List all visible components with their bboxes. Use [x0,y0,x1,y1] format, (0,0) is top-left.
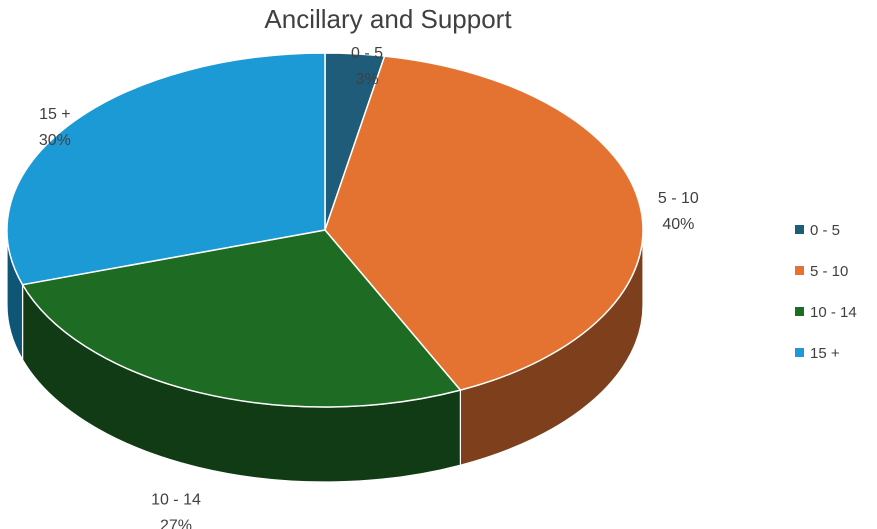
data-label-value: 30% [39,132,71,149]
data-label-category: 15 + [39,106,71,123]
legend-swatch-0-5 [795,225,804,234]
data-label-category: 0 - 5 [351,45,383,62]
legend-swatch-5-10 [795,266,804,275]
pie-slice-10-14 [21,229,462,408]
data-label-value: 3% [355,71,378,88]
data-labels: 0 - 5 3% 5 - 10 40% 10 - 14 27% 15 + 30% [39,45,699,529]
pie-top [6,52,644,408]
chart-title: Ancillary and Support [264,4,512,34]
data-label-value: 27% [160,518,192,529]
data-label-category: 5 - 10 [658,190,699,207]
legend: 0 - 5 5 - 10 10 - 14 15 + [795,222,857,362]
legend-label-5-10: 5 - 10 [810,263,848,280]
legend-label-10-14: 10 - 14 [810,304,857,321]
legend-label-15: 15 + [810,345,840,362]
legend-swatch-15 [795,348,804,357]
data-label-value: 40% [662,216,694,233]
pie-slice-15 [6,52,326,286]
data-label-category: 10 - 14 [151,492,201,509]
legend-label-0-5: 0 - 5 [810,222,840,239]
pie-slice-5-10 [324,55,644,391]
legend-swatch-10-14 [795,307,804,316]
